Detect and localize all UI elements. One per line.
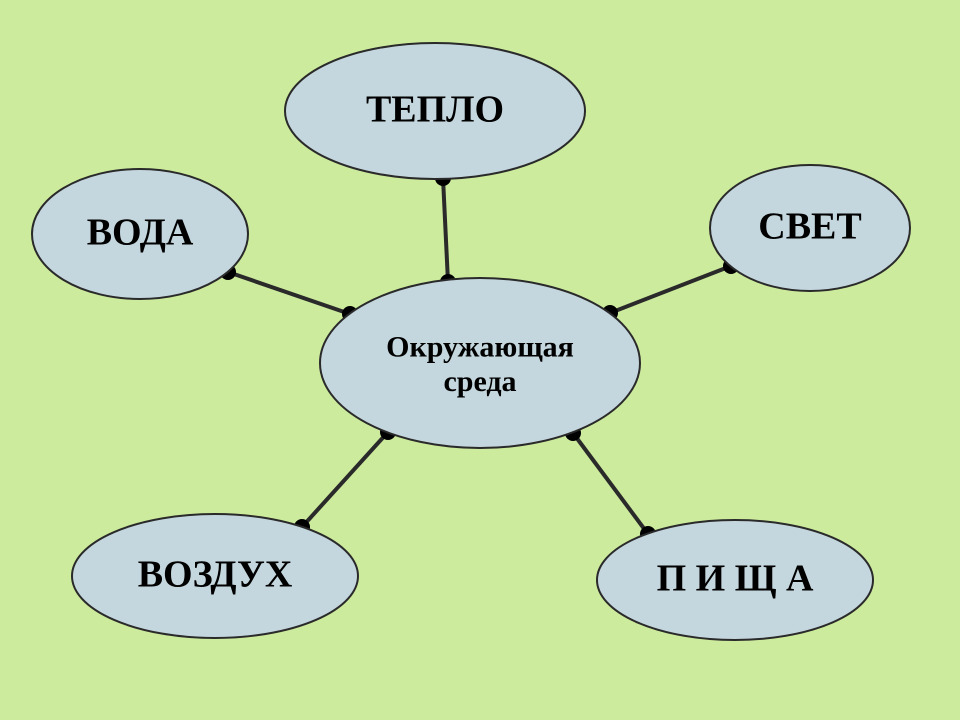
node-teplo-label: ТЕПЛО bbox=[366, 89, 504, 131]
node-vozdukh: ВОЗДУХ bbox=[72, 514, 358, 638]
node-center-label-line2: среда bbox=[443, 365, 516, 398]
diagram-canvas: ТЕПЛО СВЕТ П И Щ А ВОЗДУХ ВОДА Окружающаясред… bbox=[0, 0, 960, 720]
node-voda-label: ВОДА bbox=[87, 212, 194, 254]
node-center-label-line1: Окружающая bbox=[386, 330, 574, 363]
node-svet: СВЕТ bbox=[710, 165, 910, 291]
node-svet-label: СВЕТ bbox=[758, 206, 861, 248]
node-teplo: ТЕПЛО bbox=[285, 43, 585, 179]
node-center: Окружающаясреда bbox=[320, 278, 640, 448]
node-pishcha: П И Щ А bbox=[597, 520, 873, 640]
node-pishcha-label: П И Щ А bbox=[657, 558, 814, 600]
node-vozdukh-label: ВОЗДУХ bbox=[138, 554, 293, 596]
node-voda: ВОДА bbox=[32, 169, 248, 299]
